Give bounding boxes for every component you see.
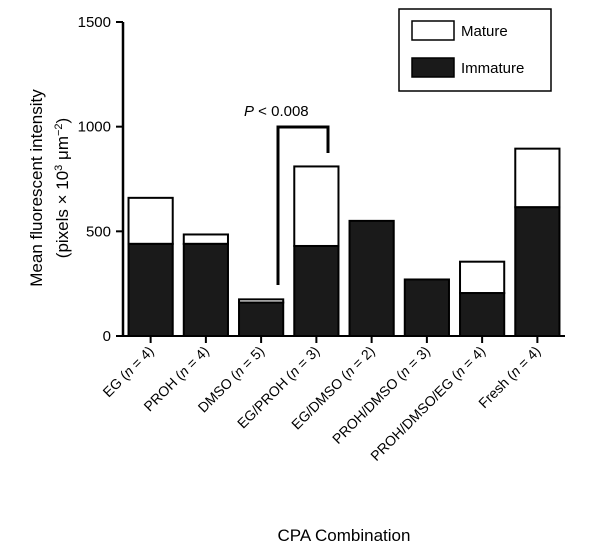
x-ticks: EG (n = 4)PROH (n = 4)DMSO (n = 5)EG/PRO… (99, 336, 543, 464)
legend-label-mature: Mature (461, 23, 508, 40)
y-axis-title-line2: (pixels × 103 μm−2) (53, 118, 72, 258)
legend-swatch-mature (411, 20, 455, 41)
bar-segment-immature (348, 219, 395, 337)
bar-segment-mature (514, 147, 561, 209)
significance-bracket (276, 125, 330, 285)
bar-segment-immature (459, 292, 506, 338)
x-axis-title: CPA Combination (278, 526, 411, 545)
legend-label-immature: Immature (461, 60, 524, 77)
x-tick-label: PROH/DMSO/EG (n = 4) (367, 343, 488, 464)
significance-label: P < 0.008 (244, 103, 309, 120)
y-tick-label: 1500 (78, 14, 111, 31)
y-ticks: 0 500 1000 1500 (78, 14, 123, 345)
x-tick-label: EG (n = 4) (99, 343, 156, 400)
bar-segment-mature (182, 233, 229, 245)
bar-segment-immature (238, 301, 285, 337)
bar-segment-immature (293, 244, 340, 337)
y-axis-title: Mean fluorescent intensity (pixels × 103… (27, 89, 72, 287)
bar-segment-mature (459, 260, 506, 295)
y-tick-label: 0 (103, 328, 111, 345)
significance-annotation: P < 0.008 (244, 103, 330, 285)
y-axis-title-line1: Mean fluorescent intensity (27, 89, 46, 287)
bar-segment-immature (182, 242, 229, 337)
bar-segment-mature (127, 196, 174, 245)
bar-segment-immature (514, 206, 561, 337)
bar-segment-immature (403, 278, 450, 338)
x-tick-label: PROH/DMSO (n = 3) (329, 343, 433, 447)
legend: Mature Immature (398, 8, 552, 92)
y-tick-label: 1000 (78, 119, 111, 136)
bar-segment-mature (293, 165, 340, 247)
y-tick-label: 500 (86, 223, 111, 240)
bar-segment-immature (127, 242, 174, 337)
bars (127, 147, 561, 338)
legend-swatch-immature (411, 57, 455, 78)
